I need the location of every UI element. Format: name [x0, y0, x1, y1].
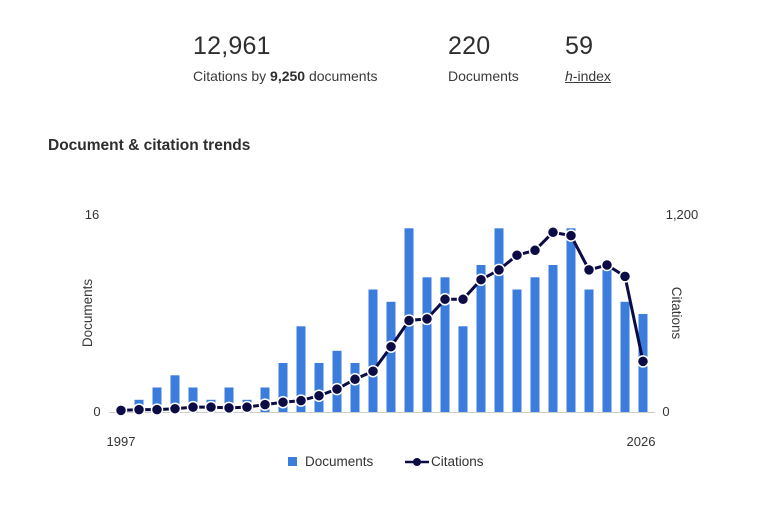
citations-point-2009[interactable] — [330, 382, 344, 396]
citations-point-2021[interactable] — [546, 226, 560, 239]
h-index-label-rest: -index — [572, 68, 611, 84]
citations-point-2018[interactable] — [492, 263, 506, 277]
documents-bar-2022[interactable] — [566, 228, 576, 413]
x-tick-start: 1997 — [107, 434, 136, 449]
citations-point-2026[interactable] — [636, 355, 650, 368]
documents-bars — [134, 228, 648, 413]
legend: Documents Citations — [288, 454, 484, 469]
documents-bar-2009[interactable] — [332, 350, 342, 413]
documents-bar-2008[interactable] — [314, 363, 324, 412]
documents-bar-2025[interactable] — [620, 301, 630, 413]
citations-label-prefix: Citations by — [193, 68, 271, 84]
citations-label[interactable]: Citations by 9,250 documents — [193, 68, 377, 84]
y-left-tick-bottom: 0 — [93, 404, 100, 419]
citations-point-2025[interactable] — [618, 270, 632, 283]
documents-bar-2024[interactable] — [602, 265, 612, 412]
legend-documents-label: Documents — [305, 454, 374, 469]
documents-bar-2017[interactable] — [476, 265, 486, 412]
citations-point-1997[interactable] — [114, 404, 128, 417]
documents-bar-2000[interactable] — [170, 375, 180, 413]
citations-point-1999[interactable] — [150, 403, 164, 416]
citations-point-2017[interactable] — [474, 273, 488, 286]
citations-label-suffix: documents — [305, 68, 378, 84]
citations-point-2012[interactable] — [384, 340, 398, 353]
y-left-tick-top: 16 — [85, 207, 99, 222]
citations-metric: 12,961 Citations by 9,250 documents — [193, 30, 377, 84]
citations-count: 12,961 — [193, 32, 271, 60]
citations-point-2008[interactable] — [312, 389, 326, 402]
citations-point-2020[interactable] — [528, 244, 542, 257]
documents-bar-2012[interactable] — [386, 301, 396, 413]
legend-documents-swatch — [288, 457, 297, 466]
citations-point-2001[interactable] — [186, 400, 200, 414]
citing-documents-count: 9,250 — [270, 68, 306, 84]
legend-citations-marker — [413, 458, 421, 466]
documents-bar-2023[interactable] — [584, 289, 594, 413]
citations-point-2013[interactable] — [402, 314, 416, 327]
documents-bar-2006[interactable] — [278, 363, 288, 412]
citations-point-2003[interactable] — [222, 401, 236, 415]
citations-points — [114, 226, 650, 417]
citations-point-2016[interactable] — [456, 293, 470, 306]
documents-bar-2018[interactable] — [494, 228, 504, 413]
documents-bar-1999[interactable] — [152, 387, 162, 413]
legend-citations-label: Citations — [431, 454, 484, 469]
citations-point-2014[interactable] — [420, 312, 434, 326]
citations-point-2000[interactable] — [168, 402, 182, 415]
h-index-value: 59 — [565, 32, 594, 60]
legend-item-documents[interactable]: Documents — [288, 454, 374, 469]
documents-bar-2020[interactable] — [530, 277, 540, 413]
y-right-tick-bottom: 0 — [662, 404, 669, 419]
citations-line — [120, 230, 645, 412]
y-right-tick-top: 1,200 — [666, 207, 699, 222]
documents-bar-2016[interactable] — [458, 326, 468, 413]
documents-bar-2019[interactable] — [512, 289, 522, 413]
citations-point-2004[interactable] — [240, 400, 254, 414]
citations-point-2002[interactable] — [204, 400, 218, 414]
legend-item-citations[interactable]: Citations — [405, 454, 484, 469]
citations-point-2006[interactable] — [276, 395, 290, 409]
citations-point-2022[interactable] — [564, 229, 578, 242]
documents-bar-2014[interactable] — [422, 277, 432, 413]
citations-point-2024[interactable] — [600, 258, 614, 272]
citations-point-2011[interactable] — [366, 364, 380, 378]
citations-point-2015[interactable] — [438, 293, 452, 306]
y-right-axis-title: Citations — [669, 287, 684, 340]
documents-count: 220 — [448, 32, 491, 60]
documents-bar-2015[interactable] — [440, 277, 450, 413]
citations-point-2010[interactable] — [348, 373, 362, 386]
citations-point-2023[interactable] — [582, 263, 596, 277]
section-title: Document & citation trends — [48, 137, 251, 154]
h-index-label-italic: h — [565, 68, 573, 84]
documents-bar-2007[interactable] — [296, 326, 306, 413]
x-tick-end: 2026 — [627, 434, 656, 449]
citations-point-2019[interactable] — [510, 248, 524, 262]
documents-label[interactable]: Documents — [448, 68, 519, 84]
documents-metric: 220 Documents — [448, 30, 519, 84]
documents-bar-2010[interactable] — [350, 363, 360, 412]
citations-point-2007[interactable] — [294, 394, 308, 407]
h-index-metric: 59 h-index — [565, 30, 611, 84]
documents-bar-2021[interactable] — [548, 265, 558, 412]
y-left-axis-title: Documents — [80, 279, 95, 348]
documents-bar-2003[interactable] — [224, 387, 234, 413]
documents-bar-2011[interactable] — [368, 289, 378, 413]
documents-bar-2001[interactable] — [188, 387, 198, 413]
citations-point-2005[interactable] — [258, 398, 272, 411]
citations-point-1998[interactable] — [132, 403, 146, 416]
h-index-link[interactable]: h-index — [565, 68, 611, 84]
